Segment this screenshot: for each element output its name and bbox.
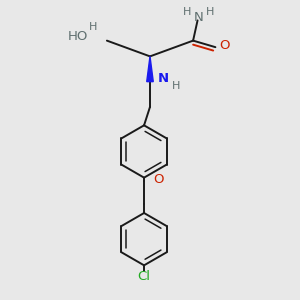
Text: Cl: Cl — [138, 270, 151, 283]
Polygon shape — [147, 56, 153, 82]
Text: H: H — [88, 22, 97, 32]
Text: N: N — [158, 72, 169, 85]
Text: N: N — [194, 11, 204, 24]
Text: O: O — [219, 39, 230, 52]
Text: H: H — [183, 7, 191, 17]
Text: H: H — [206, 7, 214, 17]
Text: H: H — [172, 81, 180, 91]
Text: HO: HO — [68, 30, 88, 43]
Text: O: O — [153, 173, 164, 186]
